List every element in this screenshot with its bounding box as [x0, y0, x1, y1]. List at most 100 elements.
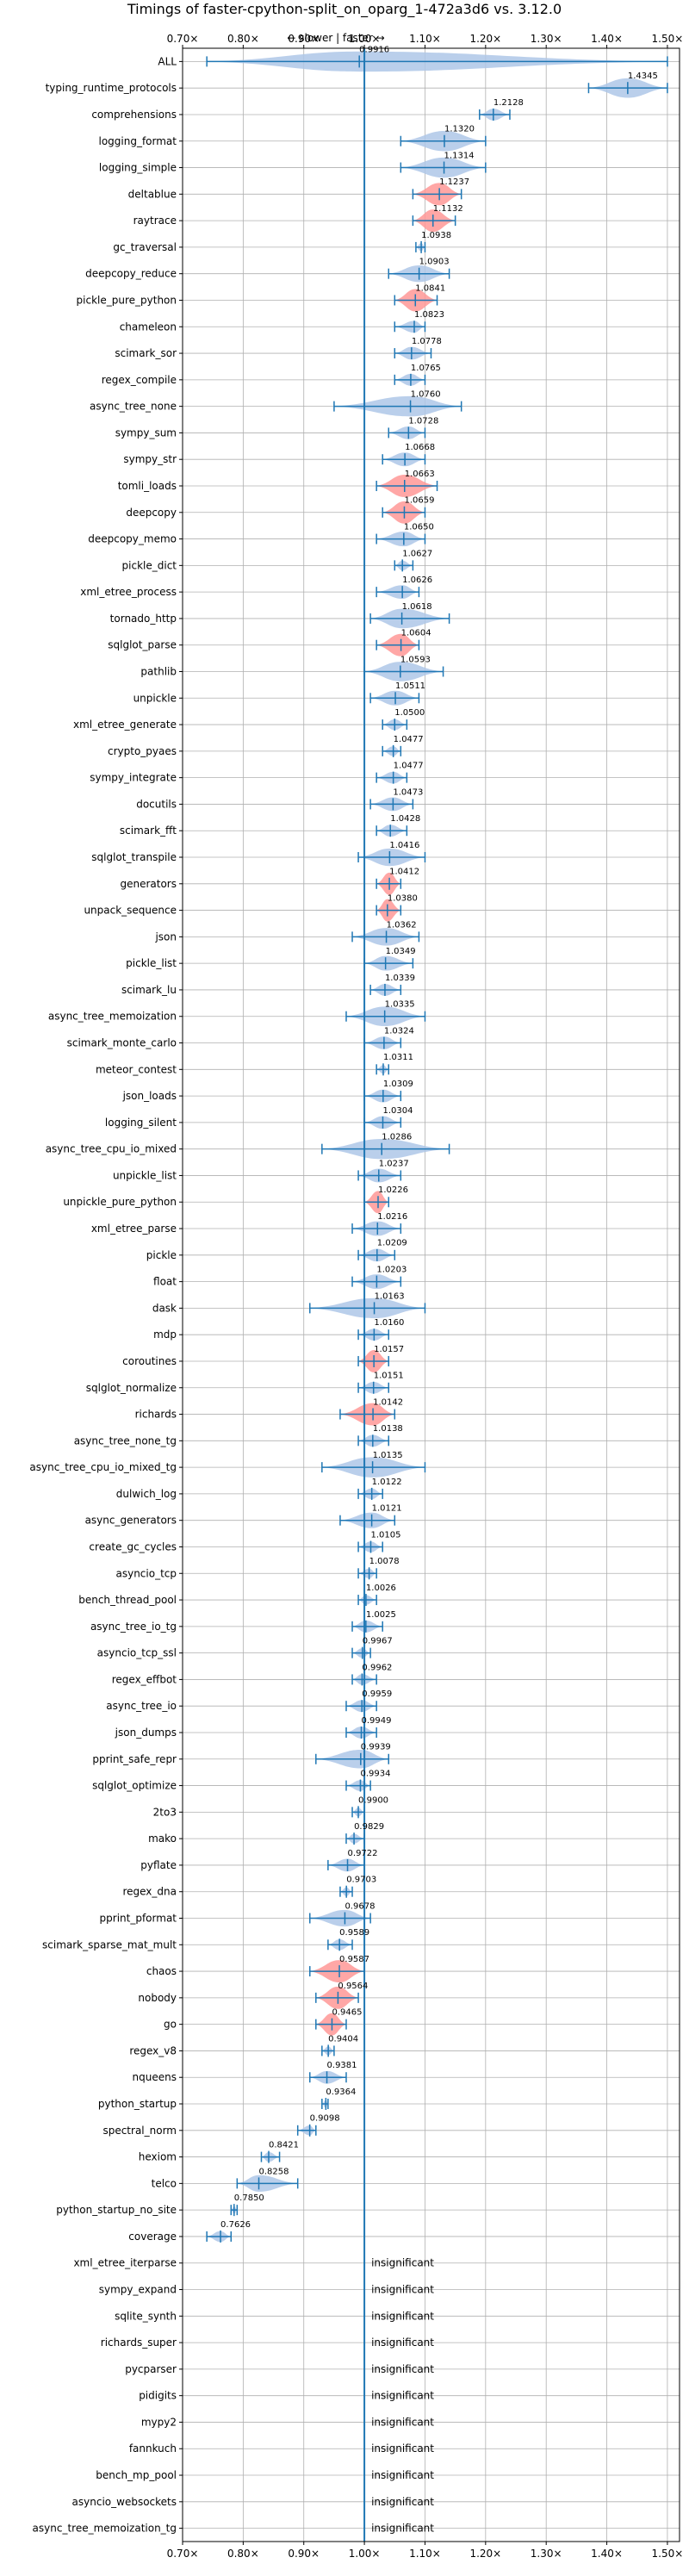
value-label: 0.9939 — [361, 1743, 391, 1752]
x-tick-label-bottom: 1.50× — [652, 2548, 684, 2560]
benchmark-name-label: raytrace — [133, 215, 177, 227]
value-label: 1.0157 — [374, 1345, 404, 1354]
benchmark-name-label: gc_traversal — [113, 241, 177, 253]
value-label: 1.0311 — [383, 1053, 413, 1062]
value-label: 1.0138 — [373, 1424, 403, 1434]
benchmark-name-label: sqlglot_parse — [108, 639, 177, 651]
benchmark-name-label: pickle — [146, 1249, 177, 1261]
benchmark-name-label: scimark_lu — [121, 984, 177, 996]
value-label: 1.0151 — [374, 1372, 404, 1381]
benchmark-name-label: spectral_norm — [102, 2125, 177, 2137]
x-tick-label-top: 0.80× — [227, 33, 259, 45]
x-tick-label-bottom: 1.40× — [591, 2548, 623, 2560]
benchmark-name-label: richards_super — [101, 2336, 177, 2349]
benchmark-name-label: async_tree_memoization_tg — [33, 2523, 177, 2535]
value-label: 1.4345 — [628, 72, 658, 81]
insignificant-label: insignificant — [371, 2336, 434, 2349]
benchmark-name-label: sympy_sum — [115, 426, 177, 439]
value-label: 1.0823 — [414, 310, 444, 320]
value-label: 0.9829 — [354, 1822, 384, 1832]
benchmark-name-label: deltablue — [128, 188, 177, 200]
benchmark-name-label: mdp — [153, 1328, 177, 1341]
value-label: 1.0135 — [373, 1451, 403, 1460]
benchmark-name-label: async_tree_none_tg — [74, 1434, 177, 1447]
benchmark-name-label: docutils — [136, 798, 177, 810]
benchmark-name-label: asyncio_websockets — [72, 2496, 177, 2508]
benchmark-name-label: asyncio_tcp_ssl — [97, 1647, 177, 1659]
value-label: 1.0380 — [388, 894, 418, 904]
benchmark-name-label: pickle_list — [126, 957, 177, 969]
benchmark-name-label: sympy_str — [123, 453, 177, 465]
benchmark-name-label: xml_etree_parse — [91, 1223, 177, 1235]
benchmark-name-label: logging_silent — [105, 1117, 177, 1129]
benchmark-name-label: sqlglot_normalize — [86, 1382, 177, 1394]
value-label: 1.0593 — [400, 655, 431, 664]
value-label: 0.9381 — [327, 2061, 357, 2070]
value-label: 1.0728 — [408, 416, 438, 426]
x-tick-label-top: 1.40× — [591, 33, 623, 45]
benchmark-name-label: sqlite_synth — [115, 2310, 177, 2322]
benchmark-name-label: unpack_sequence — [84, 905, 177, 917]
value-label: 0.9962 — [362, 1663, 392, 1672]
benchmark-name-label: regex_compile — [102, 374, 177, 386]
value-label: 1.0626 — [402, 576, 432, 585]
value-label: 1.0105 — [370, 1530, 400, 1540]
benchmark-name-label: deepcopy — [126, 507, 177, 519]
value-label: 0.9465 — [332, 2008, 362, 2018]
benchmark-name-label: logging_format — [98, 135, 177, 147]
benchmark-name-label: asyncio_tcp — [115, 1567, 177, 1579]
benchmark-name-label: json — [154, 930, 177, 943]
value-label: 1.1314 — [444, 151, 475, 160]
value-label: 1.0226 — [378, 1185, 408, 1195]
value-label: 1.0778 — [412, 337, 442, 346]
benchmark-name-label: pprint_pformat — [100, 1913, 177, 1925]
benchmark-name-label: nobody — [138, 1992, 177, 2004]
value-label: 1.1320 — [444, 125, 475, 134]
value-label: 1.0627 — [402, 549, 432, 558]
value-label: 0.7626 — [220, 2220, 251, 2230]
benchmark-name-label: nqueens — [133, 2071, 177, 2083]
benchmark-name-label: chaos — [146, 1965, 177, 1977]
benchmark-name-label: telco — [152, 2177, 177, 2189]
x-tick-label-bottom: 1.10× — [409, 2548, 441, 2560]
value-label: 1.0477 — [394, 735, 424, 744]
benchmark-name-label: regex_effbot — [112, 1673, 177, 1685]
benchmark-name-label: fannkuch — [129, 2442, 177, 2455]
insignificant-label: insignificant — [371, 2390, 434, 2402]
value-label: 1.0122 — [372, 1478, 402, 1487]
insignificant-label: insignificant — [371, 2469, 434, 2481]
value-label: 1.0650 — [404, 522, 434, 532]
value-label: 1.0428 — [390, 814, 420, 824]
benchmark-name-label: generators — [120, 878, 177, 890]
value-label: 1.0304 — [382, 1106, 413, 1116]
value-label: 1.0163 — [375, 1291, 405, 1301]
benchmark-name-label: unpickle_list — [113, 1169, 177, 1181]
benchmark-name-label: async_tree_memoization — [48, 1011, 177, 1023]
benchmark-name-label: pprint_safe_repr — [92, 1753, 177, 1765]
value-label: 0.9959 — [362, 1689, 392, 1699]
benchmark-name-label: typing_runtime_protocols — [46, 82, 177, 94]
labels-layer: 0.70× 0.70× 0.80× 0.80× 0.90× 0.90× 1.00× 1.00×… — [29, 33, 683, 2560]
x-tick-label-top: 1.50× — [652, 33, 684, 45]
value-label: 1.0663 — [405, 470, 435, 479]
benchmark-name-label: dulwich_log — [116, 1488, 177, 1500]
value-label: 1.0209 — [377, 1239, 407, 1248]
x-tick-label-bottom: 0.80× — [227, 2548, 259, 2560]
value-label: 1.0349 — [386, 947, 416, 956]
plot-frame — [182, 47, 680, 2542]
benchmark-name-label: dask — [152, 1302, 177, 1314]
benchmark-name-label: ALL — [158, 55, 177, 67]
value-label: 1.0324 — [384, 1026, 414, 1036]
benchmark-name-label: xml_etree_process — [80, 586, 177, 598]
benchmark-name-label: pycparser — [125, 2363, 177, 2375]
benchmark-name-label: bench_mp_pool — [96, 2469, 177, 2481]
value-label: 0.9967 — [363, 1637, 393, 1646]
value-label: 1.0416 — [389, 841, 419, 850]
x-tick-label-top: 1.30× — [531, 33, 562, 45]
x-tick-label-top: 1.10× — [409, 33, 441, 45]
benchmark-name-label: regex_v8 — [129, 2044, 177, 2056]
benchmark-name-label: python_startup_no_site — [56, 2204, 177, 2216]
benchmark-name-label: richards — [135, 1409, 177, 1421]
